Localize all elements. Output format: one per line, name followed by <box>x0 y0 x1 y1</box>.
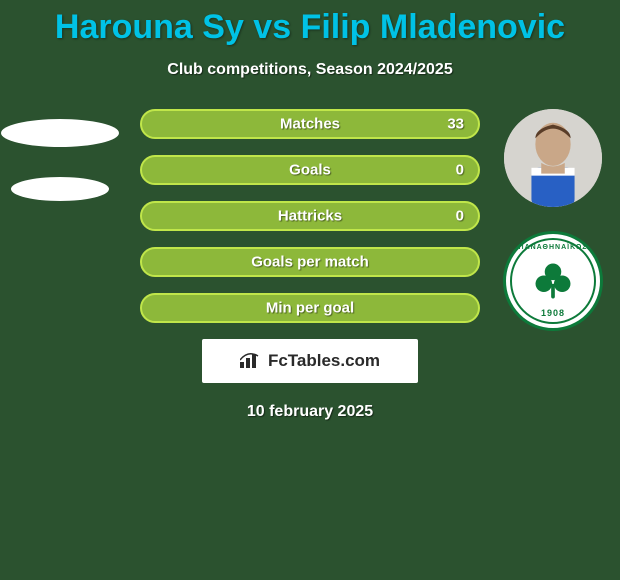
player-left-placeholder-1 <box>1 119 119 147</box>
bar-chart-icon <box>240 352 262 370</box>
stat-bar-label: Matches <box>280 116 340 133</box>
player-right-column: ΠΑΝΑΘΗΝΑΪΚΟΣ 1908 <box>498 109 608 331</box>
stat-bar-value-right: 33 <box>447 116 464 133</box>
stat-bars: Matches 33 Goals 0 Hattricks 0 Goals per match… <box>140 109 480 323</box>
player-right-avatar <box>504 109 602 207</box>
subtitle: Club competitions, Season 2024/2025 <box>0 61 620 79</box>
avatar-photo-icon <box>504 109 602 207</box>
stat-bar-label: Goals per match <box>251 254 369 271</box>
badge-text-top: ΠΑΝΑΘΗΝΑΪΚΟΣ <box>519 244 588 251</box>
stat-bar-label: Hattricks <box>278 208 342 225</box>
date-label: 10 february 2025 <box>0 403 620 421</box>
stat-bar: Matches 33 <box>140 109 480 139</box>
player-right-club-badge: ΠΑΝΑΘΗΝΑΪΚΟΣ 1908 <box>503 231 603 331</box>
comparison-card: Harouna Sy vs Filip Mladenovic Club comp… <box>0 0 620 580</box>
club-badge-inner: ΠΑΝΑΘΗΝΑΪΚΟΣ 1908 <box>510 238 596 324</box>
clover-icon <box>530 258 576 304</box>
fctables-attribution: FcTables.com <box>202 339 418 383</box>
stat-bar-value-right: 0 <box>456 162 464 179</box>
stat-bar: Hattricks 0 <box>140 201 480 231</box>
fctables-label: FcTables.com <box>268 351 380 371</box>
stat-bar-value-right: 0 <box>456 208 464 225</box>
badge-text-bottom: 1908 <box>541 308 565 318</box>
stats-area: ΠΑΝΑΘΗΝΑΪΚΟΣ 1908 Matches33Goals0Hattric… <box>0 109 620 323</box>
stat-bar: Min per goal <box>140 293 480 323</box>
player-left-placeholder-2 <box>11 177 109 201</box>
stat-bar-label: Goals <box>289 162 331 179</box>
page-title: Harouna Sy vs Filip Mladenovic <box>0 0 620 47</box>
stat-bar: Goals 0 <box>140 155 480 185</box>
stat-bar-label: Min per goal <box>266 300 354 317</box>
stat-bar: Goals per match <box>140 247 480 277</box>
player-left-column <box>0 109 130 221</box>
